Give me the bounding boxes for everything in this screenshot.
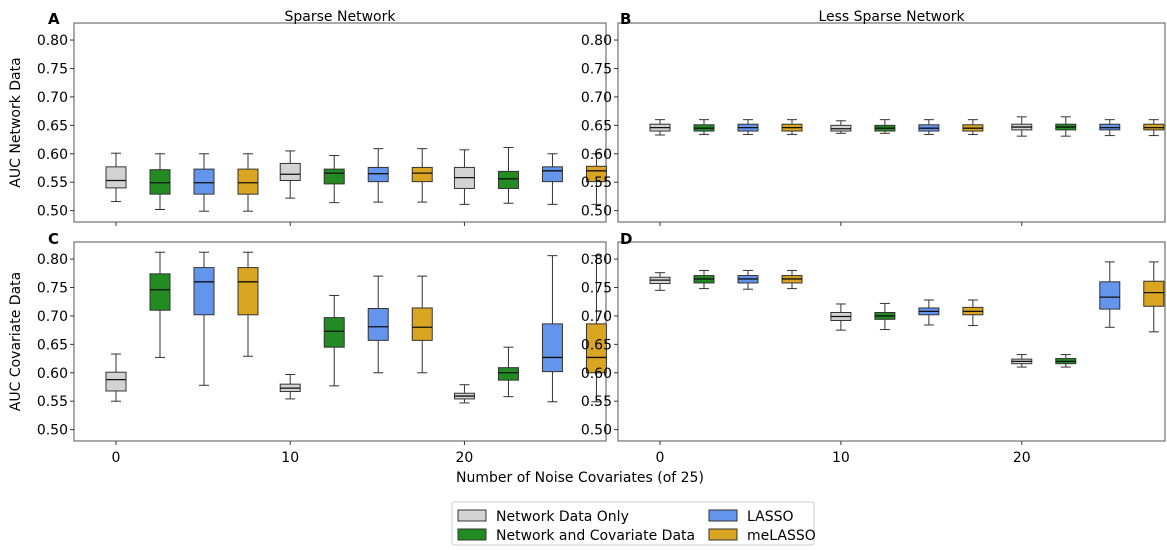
box-melasso bbox=[411, 307, 433, 341]
y-tick-label: 0.60 bbox=[37, 366, 68, 382]
y-tick-label: 0.55 bbox=[37, 175, 68, 191]
y-tick-label: 0.65 bbox=[581, 118, 612, 134]
y-tick-label: 0.70 bbox=[581, 90, 612, 106]
panel-B-frame bbox=[617, 22, 1166, 223]
panel-A-frame bbox=[73, 22, 607, 223]
panel-letter: B bbox=[620, 10, 631, 28]
y-tick-label: 0.80 bbox=[37, 252, 68, 268]
panel-letter: D bbox=[620, 230, 632, 248]
box-network-data-only bbox=[279, 162, 301, 181]
y-axis-label: AUC Covariate Data bbox=[8, 272, 24, 411]
y-tick-label: 0.80 bbox=[581, 33, 612, 49]
y-tick-label: 0.60 bbox=[37, 147, 68, 163]
y-tick-label: 0.55 bbox=[581, 175, 612, 191]
y-tick-label: 0.75 bbox=[37, 61, 68, 77]
x-tick-label: 10 bbox=[281, 450, 299, 466]
legend-entry-label: meLASSO bbox=[747, 528, 816, 544]
y-tick-label: 0.65 bbox=[581, 337, 612, 353]
x-tick-label: 0 bbox=[656, 450, 665, 466]
x-tick-label: 20 bbox=[456, 450, 474, 466]
y-tick-label: 0.70 bbox=[37, 309, 68, 325]
legend-swatch bbox=[708, 528, 738, 541]
y-tick-label: 0.50 bbox=[581, 204, 612, 220]
y-tick-label: 0.50 bbox=[37, 204, 68, 220]
y-tick-label: 0.75 bbox=[581, 61, 612, 77]
y-tick-label: 0.75 bbox=[37, 280, 68, 296]
box-network-data-only bbox=[105, 371, 127, 392]
x-tick-label: 10 bbox=[832, 450, 850, 466]
legend-entry-label: Network and Covariate Data bbox=[496, 528, 695, 544]
box-network-and-covariate-data bbox=[149, 169, 171, 195]
y-tick-label: 0.65 bbox=[37, 337, 68, 353]
box-lasso bbox=[541, 323, 563, 373]
box-melasso bbox=[1143, 280, 1165, 307]
box-lasso bbox=[367, 166, 389, 183]
legend-entry-label: Network Data Only bbox=[496, 509, 629, 525]
y-tick-label: 0.80 bbox=[581, 252, 612, 268]
panel-title: Less Sparse Network bbox=[818, 9, 965, 25]
y-axis-label: AUC Network Data bbox=[8, 57, 24, 187]
x-axis-label: Number of Noise Covariates (of 25) bbox=[456, 470, 704, 486]
legend-swatch bbox=[708, 509, 738, 522]
box-melasso bbox=[585, 165, 607, 183]
x-tick-label: 20 bbox=[1013, 450, 1031, 466]
y-tick-label: 0.75 bbox=[581, 280, 612, 296]
box-lasso bbox=[1099, 281, 1121, 310]
panel-letter: C bbox=[48, 230, 59, 248]
box-network-data-only bbox=[105, 166, 127, 189]
y-tick-label: 0.70 bbox=[581, 309, 612, 325]
legend-swatch bbox=[457, 528, 487, 541]
box-lasso bbox=[367, 308, 389, 341]
y-tick-label: 0.50 bbox=[581, 423, 612, 439]
y-tick-label: 0.60 bbox=[581, 366, 612, 382]
y-tick-label: 0.80 bbox=[37, 33, 68, 49]
y-tick-label: 0.55 bbox=[581, 394, 612, 410]
y-tick-label: 0.70 bbox=[37, 90, 68, 106]
x-tick-label: 0 bbox=[112, 450, 121, 466]
box-melasso bbox=[237, 267, 259, 316]
panel-D-frame bbox=[617, 241, 1166, 442]
box-melasso bbox=[237, 168, 259, 195]
y-tick-label: 0.65 bbox=[37, 118, 68, 134]
box-melasso bbox=[585, 323, 607, 374]
legend-entry-label: LASSO bbox=[747, 509, 794, 525]
y-tick-label: 0.60 bbox=[581, 147, 612, 163]
y-tick-label: 0.55 bbox=[37, 394, 68, 410]
box-lasso bbox=[541, 166, 563, 183]
panel-letter: A bbox=[48, 10, 60, 28]
box-network-and-covariate-data bbox=[497, 367, 519, 381]
box-lasso bbox=[193, 267, 215, 316]
legend-swatch bbox=[457, 509, 487, 522]
box-melasso bbox=[411, 166, 433, 183]
box-network-and-covariate-data bbox=[323, 317, 345, 348]
box-network-and-covariate-data bbox=[497, 170, 519, 189]
box-network-and-covariate-data bbox=[149, 273, 171, 311]
y-tick-label: 0.50 bbox=[37, 423, 68, 439]
box-lasso bbox=[193, 168, 215, 195]
panel-title: Sparse Network bbox=[285, 9, 397, 25]
box-network-and-covariate-data bbox=[323, 168, 345, 185]
